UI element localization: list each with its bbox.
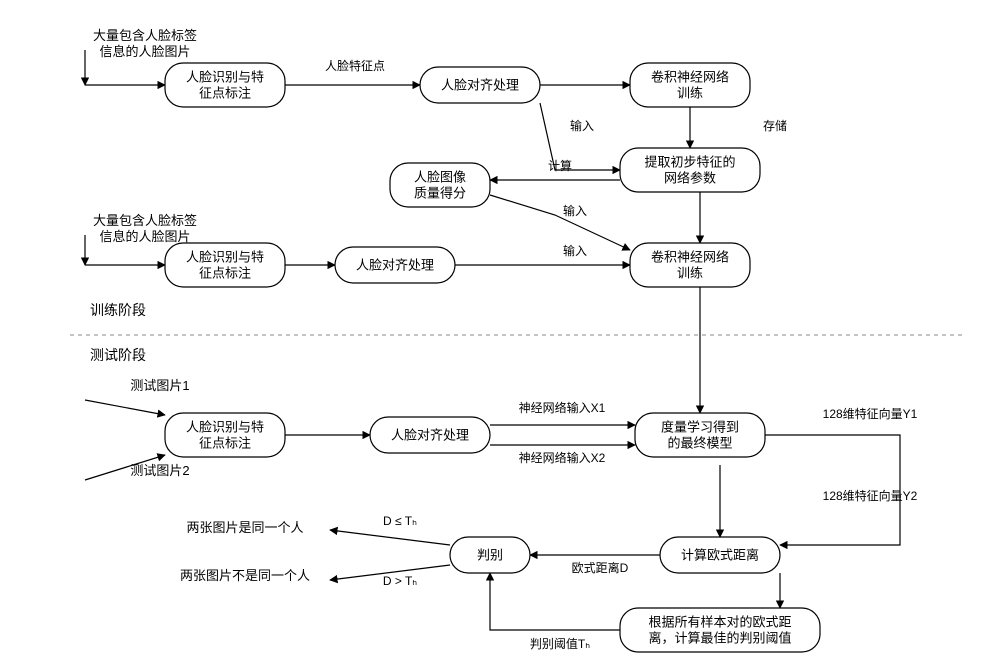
edge-label-e18: 欧式距离D [572,560,629,575]
edge-label-e20: D > Tₕ [383,574,417,588]
phase-label-train: 训练阶段 [90,302,146,318]
node-label-n_params: 网络参数 [664,171,716,186]
node-label-n_cnn2: 卷积神经网络 [651,250,729,265]
node-label-n_euclid: 计算欧式距离 [681,548,759,563]
edge-label-e9: 输入 [563,243,587,258]
edge-label-e5: 输入 [570,118,594,133]
node-label-n_quality: 人脸图像 [414,170,466,185]
edge-e19 [330,530,450,545]
node-label-n_rec3: 人脸识别与特 [186,420,264,435]
edge-et1 [85,400,165,415]
text-t_src1: 信息的人脸图片 [99,44,190,59]
edge-label-e16b: 128维特征向量Y2 [823,488,918,503]
edge-e22 [490,573,620,630]
text-t_diff: 两张图片不是同一个人 [180,568,310,583]
node-label-n_thresh: 根据所有样本对的欧式距 [648,615,791,630]
phase-label-test: 测试阶段 [90,347,146,363]
text-t_src1: 大量包含人脸标签 [93,28,197,43]
text-t_src2: 信息的人脸图片 [99,229,190,244]
edge-label-e14: 神经网络输入X1 [519,400,606,415]
node-label-n_rec2: 征点标注 [199,266,251,281]
edge-label-e10: 输入 [563,203,587,218]
node-label-n_quality: 质量得分 [414,186,466,201]
node-label-n_judge: 判别 [477,548,503,563]
text-t_test2: 测试图片2 [130,463,189,478]
edge-label-e22: 判别阈值Tₕ [530,636,590,651]
node-label-n_rec1: 人脸识别与特 [186,70,264,85]
node-label-n_align3: 人脸对齐处理 [391,428,469,443]
node-label-n_params: 提取初步特征的 [644,155,735,170]
node-label-n_cnn1: 训练 [677,86,703,101]
text-t_same: 两张图片是同一个人 [186,520,303,535]
node-label-n_model: 的最终模型 [667,436,732,451]
edge-label-e4: 存储 [763,118,787,133]
node-label-n_align2: 人脸对齐处理 [356,258,434,273]
edge-label-e6: 计算 [548,158,572,173]
edge-label-e19: D ≤ Tₕ [383,514,417,528]
edge-label-e16: 128维特征向量Y1 [823,406,918,421]
node-label-n_model: 度量学习得到 [661,420,739,435]
node-label-n_cnn1: 卷积神经网络 [651,70,729,85]
edge-e10 [490,195,630,250]
node-label-n_align1: 人脸对齐处理 [441,78,519,93]
text-t_test1: 测试图片1 [130,378,189,393]
text-t_src2: 大量包含人脸标签 [93,213,197,228]
node-label-n_rec1: 征点标注 [199,86,251,101]
node-label-n_cnn2: 训练 [677,266,703,281]
node-label-n_rec3: 征点标注 [199,436,251,451]
edge-label-e2: 人脸特征点 [325,58,385,73]
edge-label-e15: 神经网络输入X2 [519,450,606,465]
node-label-n_rec2: 人脸识别与特 [186,250,264,265]
node-label-n_thresh: 离，计算最佳的判别阈值 [648,631,791,646]
